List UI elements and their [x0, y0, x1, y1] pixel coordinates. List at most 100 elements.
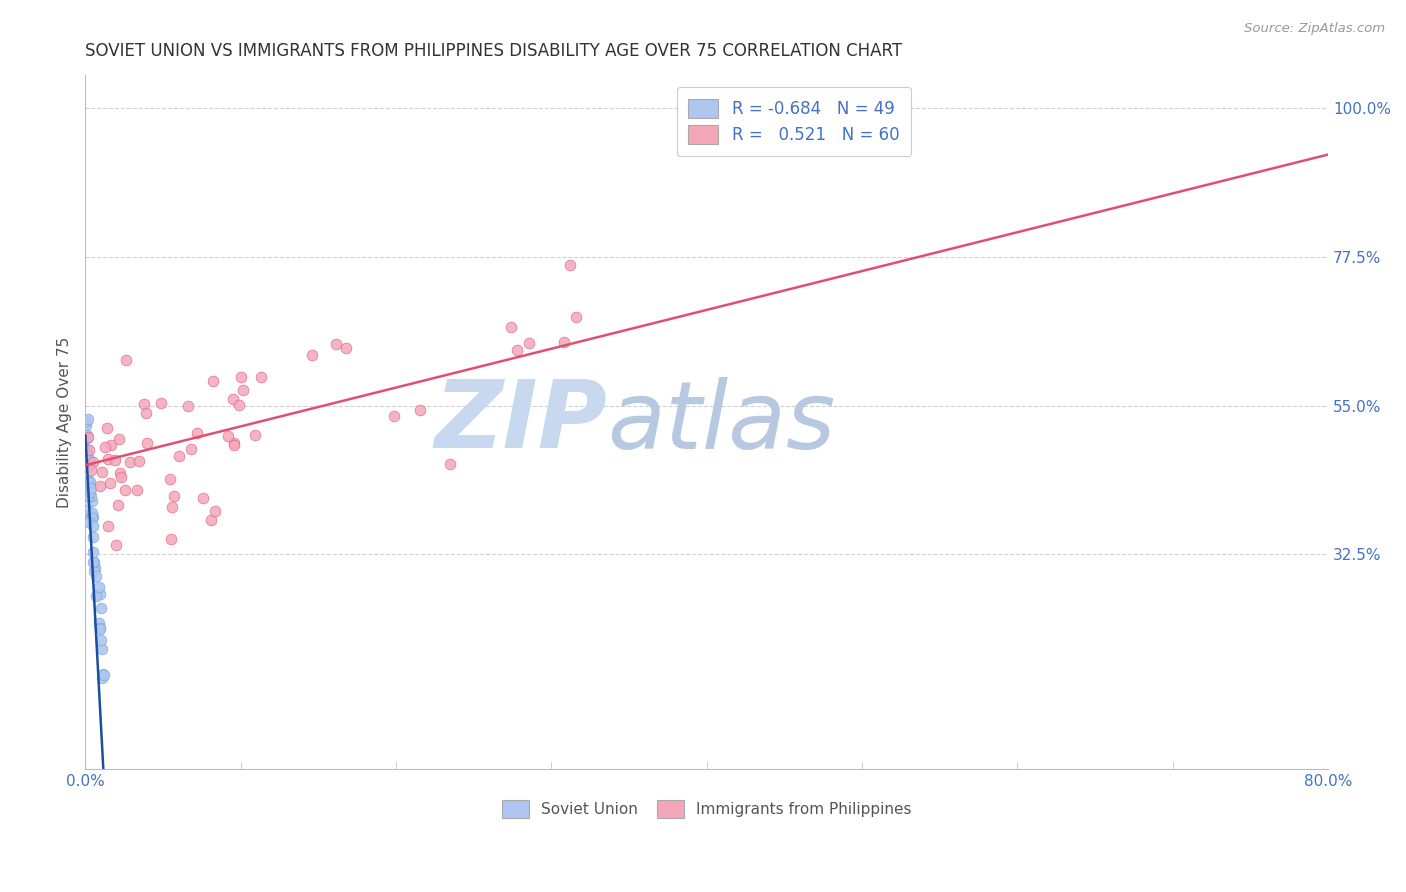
- Point: [82, 493, 104, 508]
- Point: [75, 442, 97, 456]
- Point: [79, 475, 101, 490]
- Point: [77, 458, 100, 472]
- Point: [77, 515, 100, 529]
- Point: [105, 539, 128, 553]
- Text: SOVIET UNION VS IMMIGRANTS FROM PHILIPPINES DISABILITY AGE OVER 75 CORRELATION C: SOVIET UNION VS IMMIGRANTS FROM PHILIPPI…: [86, 42, 903, 60]
- Point: [499, 319, 522, 334]
- Point: [75, 414, 97, 428]
- Point: [382, 409, 405, 423]
- Point: [222, 437, 245, 451]
- Point: [325, 337, 347, 351]
- Point: [232, 383, 254, 397]
- Text: atlas: atlas: [607, 376, 835, 467]
- Point: [77, 474, 100, 488]
- Point: [76, 475, 98, 489]
- Point: [76, 442, 98, 457]
- Point: [80, 507, 103, 521]
- Point: [75, 444, 97, 458]
- Point: [89, 621, 111, 635]
- Point: [76, 412, 98, 426]
- Point: [163, 489, 186, 503]
- Point: [250, 369, 273, 384]
- Point: [89, 478, 111, 492]
- Point: [80, 508, 103, 522]
- Point: [79, 456, 101, 470]
- Point: [84, 589, 107, 603]
- Point: [89, 587, 111, 601]
- Point: [93, 667, 115, 681]
- Point: [128, 454, 150, 468]
- Point: [89, 600, 111, 615]
- Point: [160, 500, 183, 515]
- Point: [558, 258, 581, 272]
- Point: [75, 417, 97, 432]
- Point: [439, 457, 461, 471]
- Point: [77, 458, 100, 472]
- Point: [82, 511, 104, 525]
- Point: [77, 489, 100, 503]
- Point: [118, 455, 141, 469]
- Point: [200, 513, 222, 527]
- Point: [76, 459, 98, 474]
- Point: [90, 633, 112, 648]
- Point: [114, 352, 136, 367]
- Point: [110, 470, 132, 484]
- Point: [201, 374, 224, 388]
- Point: [136, 436, 159, 450]
- Point: [83, 555, 105, 569]
- Point: [177, 399, 200, 413]
- Point: [408, 403, 430, 417]
- Point: [104, 453, 127, 467]
- Point: [228, 398, 250, 412]
- Point: [80, 489, 103, 503]
- Point: [553, 334, 575, 349]
- Point: [167, 449, 190, 463]
- Point: [90, 465, 112, 479]
- Point: [89, 581, 111, 595]
- Point: [82, 519, 104, 533]
- Point: [89, 622, 111, 636]
- Point: [84, 569, 107, 583]
- Point: [134, 397, 156, 411]
- Point: [180, 442, 202, 457]
- Point: [76, 428, 98, 442]
- Point: [110, 467, 132, 481]
- Point: [125, 483, 148, 497]
- Point: [76, 458, 98, 473]
- Point: [98, 476, 121, 491]
- Point: [204, 504, 226, 518]
- Point: [82, 454, 104, 468]
- Point: [301, 348, 323, 362]
- Point: [135, 406, 157, 420]
- Point: [87, 616, 110, 631]
- Point: [193, 491, 215, 506]
- Point: [564, 310, 586, 324]
- Point: [96, 421, 118, 435]
- Point: [94, 440, 117, 454]
- Point: [82, 555, 104, 569]
- Point: [96, 519, 118, 533]
- Point: [335, 341, 357, 355]
- Text: ZIP: ZIP: [434, 376, 607, 468]
- Point: [82, 531, 104, 545]
- Y-axis label: Disability Age Over 75: Disability Age Over 75: [58, 336, 72, 508]
- Point: [76, 503, 98, 517]
- Point: [222, 392, 245, 407]
- Point: [80, 463, 103, 477]
- Point: [229, 369, 252, 384]
- Point: [79, 485, 101, 500]
- Point: [83, 560, 105, 574]
- Point: [90, 642, 112, 657]
- Point: [93, 667, 115, 681]
- Point: [222, 436, 245, 450]
- Text: Source: ZipAtlas.com: Source: ZipAtlas.com: [1244, 22, 1385, 36]
- Point: [107, 498, 129, 512]
- Point: [82, 509, 104, 524]
- Point: [506, 343, 529, 358]
- Point: [160, 532, 183, 546]
- Point: [76, 430, 98, 444]
- Point: [76, 449, 98, 463]
- Point: [517, 336, 540, 351]
- Point: [159, 471, 181, 485]
- Point: [186, 426, 208, 441]
